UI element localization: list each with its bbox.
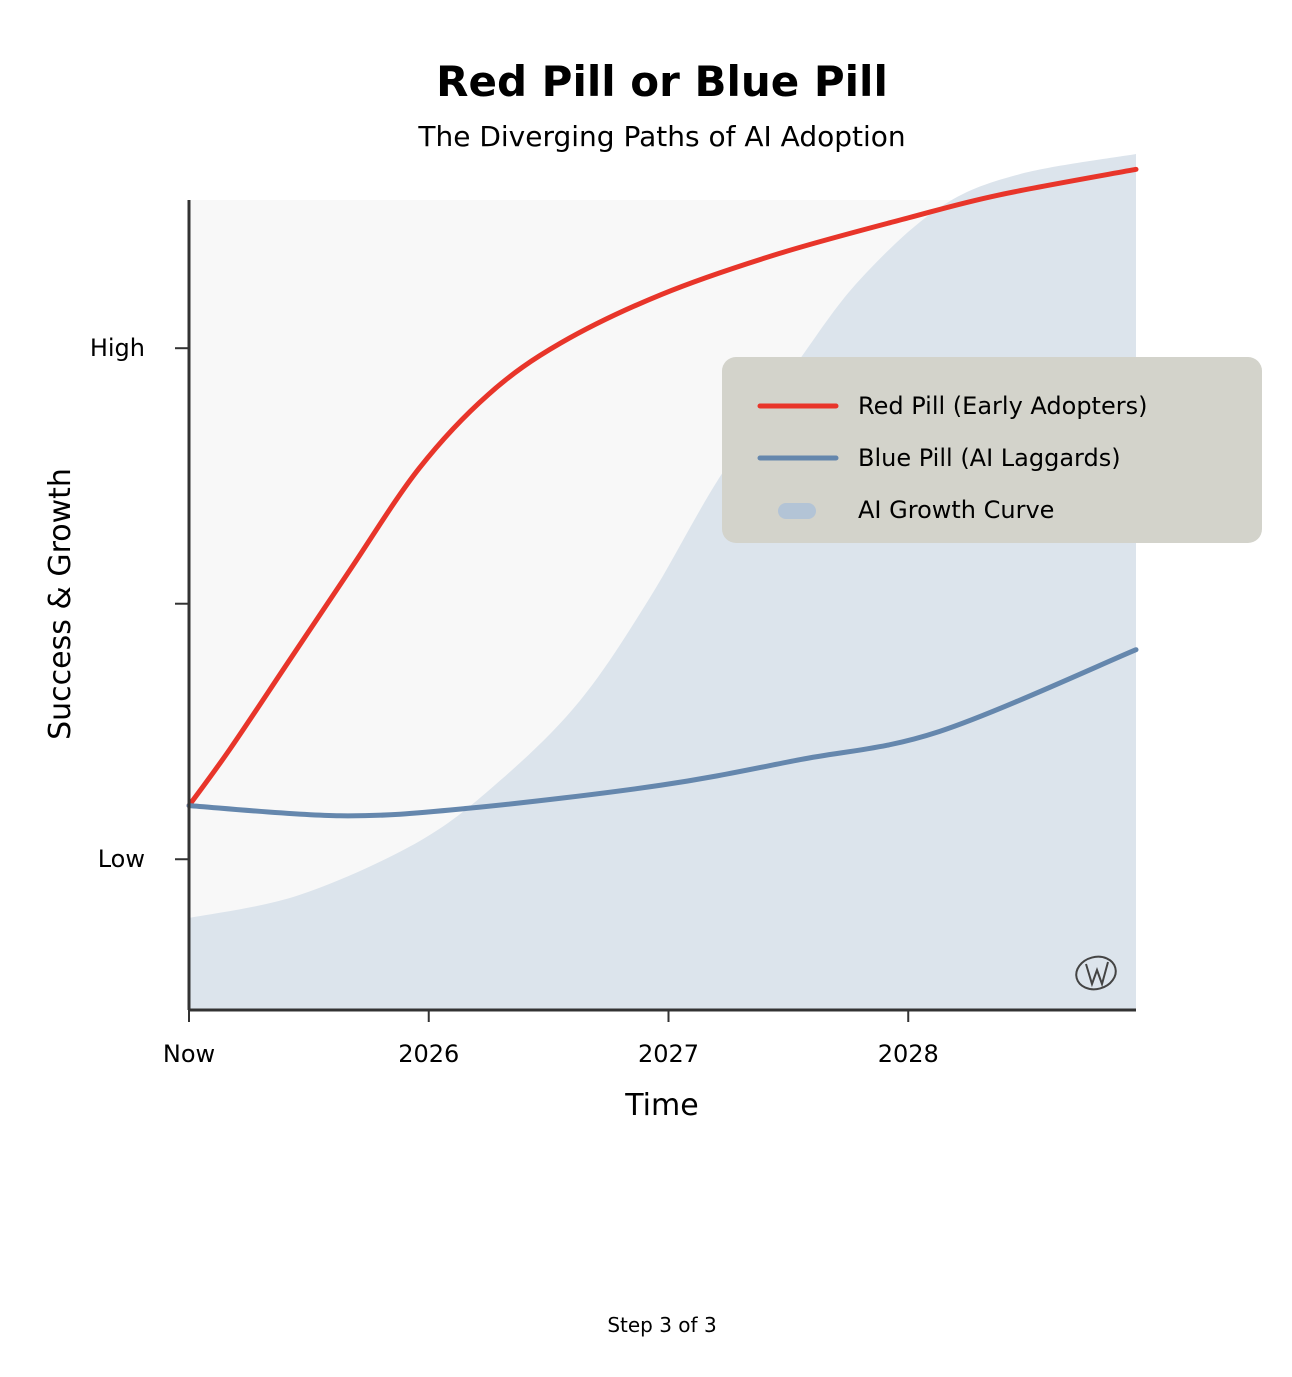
legend-background bbox=[722, 357, 1262, 543]
legend-label-blue-pill: Blue Pill (AI Laggards) bbox=[858, 444, 1121, 472]
x-tick-label: 2026 bbox=[398, 1040, 459, 1068]
legend-swatch-ai-growth bbox=[778, 503, 816, 519]
x-axis-label: Time bbox=[624, 1088, 698, 1123]
legend-label-ai-growth: AI Growth Curve bbox=[858, 496, 1054, 524]
x-tick-label: Now bbox=[163, 1040, 215, 1068]
x-tick-label: 2028 bbox=[878, 1040, 939, 1068]
watermark-logo bbox=[1075, 955, 1117, 991]
y-tick-label: Low bbox=[98, 845, 145, 873]
step-indicator: Step 3 of 3 bbox=[607, 1313, 716, 1337]
legend: Red Pill (Early Adopters) Blue Pill (AI … bbox=[722, 357, 1262, 543]
red-pill-line bbox=[186, 166, 1139, 809]
chart-title: Red Pill or Blue Pill bbox=[436, 57, 888, 106]
legend-label-red-pill: Red Pill (Early Adopters) bbox=[858, 392, 1147, 420]
x-tick-label: 2027 bbox=[638, 1040, 699, 1068]
y-tick-label: High bbox=[90, 334, 145, 362]
blue-pill-line bbox=[186, 647, 1139, 819]
y-axis-label: Success & Growth bbox=[43, 468, 78, 740]
chart-subtitle: The Diverging Paths of AI Adoption bbox=[417, 120, 905, 153]
